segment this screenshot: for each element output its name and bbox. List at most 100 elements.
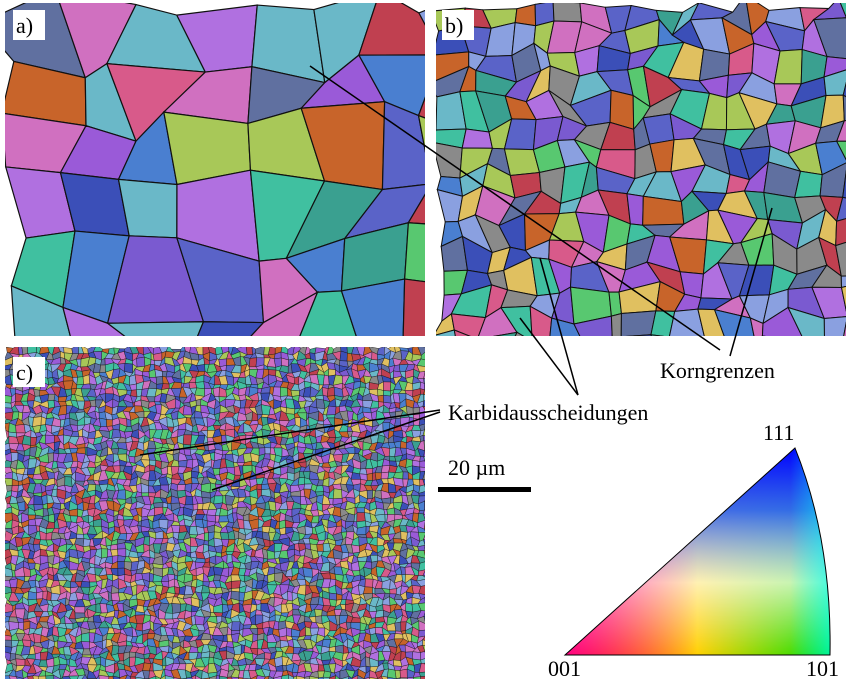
grain xyxy=(553,1,582,22)
grain xyxy=(156,376,163,384)
grain xyxy=(327,415,335,418)
grain xyxy=(425,417,431,425)
grain xyxy=(583,343,612,370)
grain xyxy=(193,504,198,510)
grain xyxy=(424,611,432,618)
ipf-legend: 111 001 101 xyxy=(548,420,839,681)
grain xyxy=(365,579,373,587)
grain xyxy=(425,598,431,606)
grain xyxy=(178,460,187,467)
grain xyxy=(393,365,400,372)
grain xyxy=(81,581,90,587)
grain xyxy=(367,490,373,499)
grain xyxy=(383,382,391,391)
grain xyxy=(425,603,430,611)
legend-label: 001 xyxy=(548,656,581,681)
grain xyxy=(303,567,313,577)
grain xyxy=(165,613,173,619)
grain xyxy=(800,342,828,372)
grain xyxy=(425,663,432,672)
grain xyxy=(9,579,17,588)
grain xyxy=(288,591,293,601)
grain xyxy=(372,587,375,594)
grain xyxy=(424,519,432,529)
grain xyxy=(28,591,37,600)
grain xyxy=(209,657,215,664)
grain xyxy=(425,557,432,564)
grain xyxy=(220,532,229,539)
grain xyxy=(425,483,432,492)
grain xyxy=(424,378,431,384)
grain xyxy=(842,340,848,368)
grain xyxy=(327,387,334,396)
grain xyxy=(90,400,96,406)
grain xyxy=(33,417,42,427)
grain xyxy=(424,616,432,624)
grain xyxy=(502,332,532,363)
grain xyxy=(16,659,25,666)
grain xyxy=(394,633,403,639)
grain xyxy=(196,382,205,389)
grain xyxy=(357,508,365,513)
grain xyxy=(352,545,360,553)
grain xyxy=(108,348,114,355)
grain xyxy=(83,375,90,385)
grain xyxy=(106,419,112,426)
grain xyxy=(329,593,336,600)
grain xyxy=(395,622,401,631)
grain xyxy=(427,579,432,585)
grain xyxy=(69,676,79,681)
grain xyxy=(424,441,431,451)
grain xyxy=(426,351,431,360)
grain xyxy=(425,468,432,473)
grain xyxy=(403,472,409,479)
grain xyxy=(196,399,201,405)
grain xyxy=(4,395,12,403)
grain xyxy=(651,335,674,361)
grain xyxy=(425,562,431,571)
grain xyxy=(425,495,433,504)
grain xyxy=(223,635,228,642)
grain xyxy=(843,95,848,121)
grain xyxy=(375,473,381,480)
grain xyxy=(4,412,13,421)
map-b xyxy=(426,0,848,372)
grain xyxy=(425,651,432,658)
grain xyxy=(151,360,155,365)
grain xyxy=(390,589,397,594)
grain xyxy=(423,394,431,401)
grain xyxy=(329,647,336,652)
panel-label: a) xyxy=(16,13,33,38)
grain xyxy=(427,360,433,367)
grain xyxy=(621,335,660,361)
grain xyxy=(28,346,37,354)
grain xyxy=(130,652,136,657)
scale-label: 20 µm xyxy=(448,455,505,480)
grain xyxy=(137,357,145,367)
grain xyxy=(378,395,384,402)
annotation: Korngrenzen xyxy=(660,358,775,383)
grain xyxy=(401,622,407,632)
grain xyxy=(824,317,847,346)
grain xyxy=(5,640,12,647)
grain xyxy=(378,389,384,396)
grain xyxy=(357,557,367,562)
panel-label: c) xyxy=(16,360,33,385)
grain xyxy=(279,528,285,535)
grain xyxy=(420,461,428,468)
grain xyxy=(607,337,634,368)
annotation: Karbidausscheidungen xyxy=(448,400,648,425)
grain xyxy=(77,377,84,385)
grain xyxy=(142,493,149,496)
grain xyxy=(46,675,54,681)
grain xyxy=(425,657,432,664)
grain xyxy=(16,424,26,433)
grain xyxy=(611,313,621,342)
grain xyxy=(427,585,431,595)
grain xyxy=(426,347,431,355)
grain xyxy=(100,365,106,373)
grain xyxy=(477,332,517,363)
grain xyxy=(315,609,323,616)
grain xyxy=(383,395,391,403)
grain xyxy=(174,587,179,595)
